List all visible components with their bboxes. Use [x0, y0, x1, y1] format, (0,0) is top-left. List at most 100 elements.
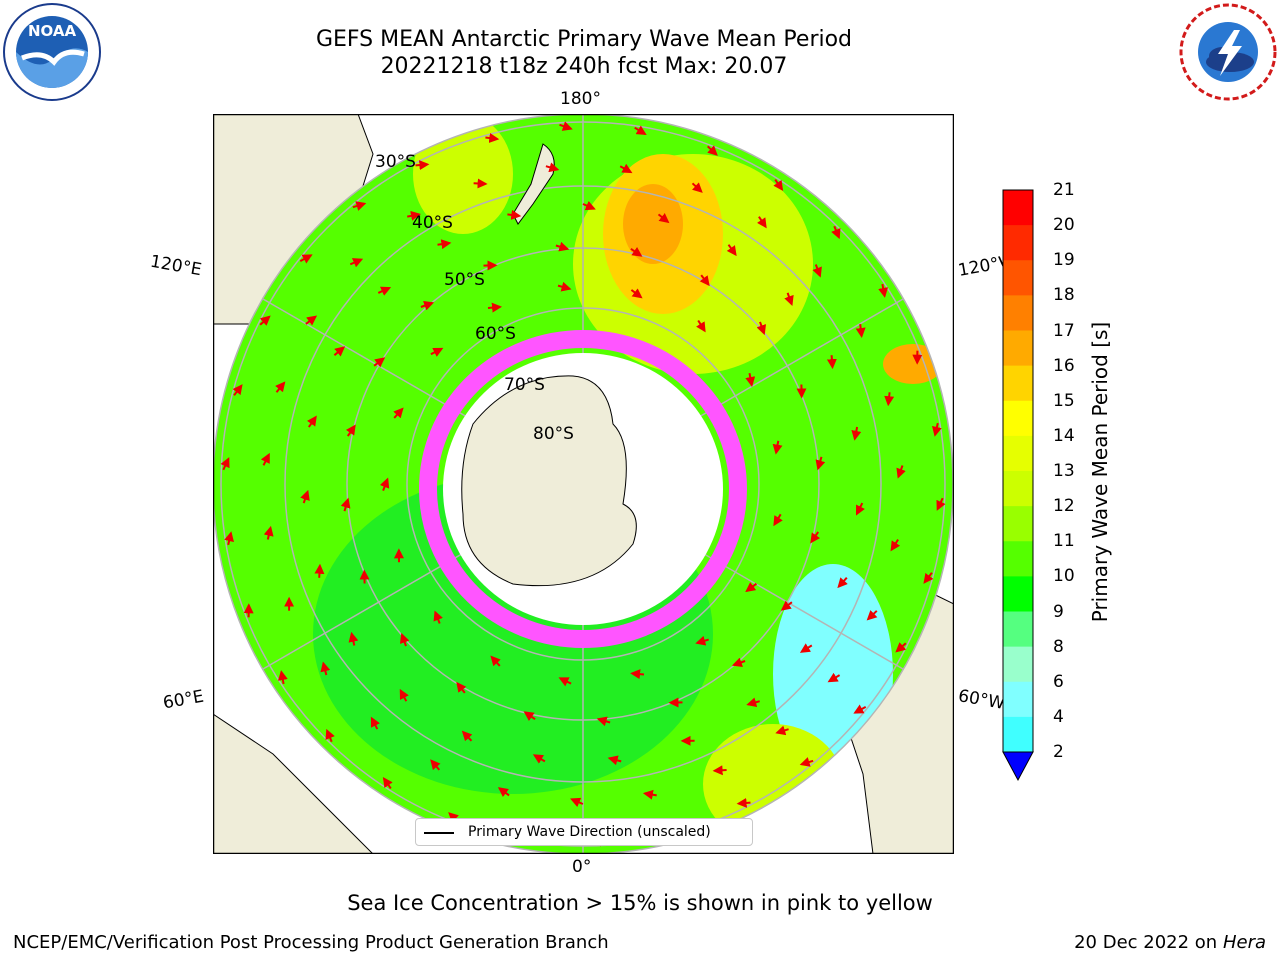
wave-arrow-icon — [523, 711, 536, 722]
wave-arrow-icon — [348, 631, 359, 646]
colorbar-band — [1003, 576, 1033, 613]
colorbar-band — [1003, 260, 1033, 296]
wave-arrow-icon — [812, 264, 822, 278]
colorbar-tick: 20 — [1053, 215, 1075, 236]
wave-arrow-icon — [263, 525, 274, 540]
wave-arrow-icon — [923, 572, 934, 584]
wave-arrow-icon — [437, 239, 452, 250]
wave-arrow-icon — [736, 797, 751, 808]
wave-arrow-icon — [377, 286, 392, 296]
wave-arrow-icon — [399, 688, 409, 702]
colorbar-tick: 9 — [1053, 601, 1064, 622]
wave-arrow-icon — [461, 730, 473, 742]
wave-arrow-icon — [407, 210, 421, 221]
wave-arrow-icon — [340, 497, 351, 512]
wave-arrow-icon — [745, 582, 758, 593]
wave-arrow-icon — [827, 672, 841, 683]
wave-arrow-icon — [746, 697, 760, 708]
wave-arrow-icon — [855, 323, 866, 338]
colorbar-tick: 18 — [1053, 285, 1075, 306]
wave-arrow-icon — [756, 321, 767, 336]
wave-arrow-icon — [772, 440, 783, 455]
wave-arrow-icon — [433, 610, 443, 624]
lat-label-50: 50°S — [444, 270, 485, 290]
lat-label-70: 70°S — [504, 375, 545, 395]
nws-logo-icon — [1179, 3, 1277, 101]
wave-arrow-icon — [855, 502, 865, 516]
wave-arrow-icon — [756, 216, 767, 229]
wave-arrow-icon — [557, 281, 572, 292]
noaa-logo-icon: NOAA — [3, 3, 101, 101]
colorbar-tick: 12 — [1053, 496, 1075, 517]
wave-arrow-icon — [307, 415, 317, 428]
wave-arrow-icon — [277, 670, 288, 685]
wave-arrow-icon — [373, 357, 386, 368]
colorbar-band — [1003, 225, 1033, 261]
wave-arrow-icon — [545, 162, 560, 173]
wave-arrow-icon — [299, 254, 313, 264]
wave-arrow-icon — [596, 716, 611, 727]
chart-subtitle: 20221218 t18z 240h fcst Max: 20.07 — [380, 54, 788, 79]
wave-arrow-icon — [333, 346, 346, 357]
wave-arrow-icon — [642, 789, 657, 800]
wave-arrow-icon — [325, 728, 335, 743]
noaa-logo-text: NOAA — [28, 22, 77, 40]
wave-arrow-icon — [619, 163, 633, 174]
wave-arrow-icon — [831, 225, 841, 240]
wave-arrow-icon — [884, 392, 895, 407]
wave-arrow-icon — [582, 200, 596, 211]
wave-arrow-icon — [559, 121, 573, 131]
credit-text: NCEP/EMC/Verification Post Processing Pr… — [13, 932, 609, 953]
wave-arrow-icon — [691, 182, 703, 193]
wave-arrow-icon — [305, 315, 318, 326]
legend-label: Primary Wave Direction (unscaled) — [468, 824, 711, 840]
wave-arrow-icon — [275, 381, 286, 393]
lat-label-80: 80°S — [533, 424, 574, 444]
wave-arrow-icon — [220, 457, 230, 471]
colorbar-tick: 2 — [1053, 742, 1064, 762]
wave-arrow-icon — [232, 384, 243, 396]
wave-arrow-icon — [497, 787, 510, 798]
colorbar-band — [1003, 681, 1033, 718]
wave-arrow-icon — [415, 160, 430, 171]
wave-arrow-icon — [799, 643, 813, 653]
wave-arrow-icon — [507, 209, 522, 220]
wave-arrow-icon — [490, 655, 501, 667]
wave-arrow-icon — [784, 292, 794, 306]
wave-arrow-icon — [895, 642, 907, 653]
wave-arrow-icon — [630, 288, 643, 299]
wave-arrow-icon — [799, 757, 814, 767]
lat-label-40: 40°S — [412, 213, 453, 233]
colorbar-band — [1003, 646, 1033, 683]
lon-label-bottom: 0° — [572, 857, 592, 877]
wave-arrow-icon — [630, 246, 643, 257]
wave-arrow-icon — [878, 283, 889, 298]
colorbar-tick: 15 — [1053, 390, 1075, 411]
wave-arrow-icon — [815, 456, 826, 471]
wave-arrow-icon — [399, 632, 410, 647]
wave-arrow-icon — [487, 302, 502, 313]
colorbar-tick: 8 — [1053, 636, 1064, 657]
colorbar — [1002, 189, 1034, 782]
wave-arrow-icon — [634, 125, 647, 136]
wave-arrow-icon — [555, 241, 570, 252]
wave-arrow-icon — [775, 725, 789, 736]
wave-arrow-icon — [379, 477, 390, 491]
wave-arrow-icon — [570, 797, 584, 808]
lon-label-lower-left: 60°E — [161, 686, 206, 714]
colorbar-tick: 4 — [1053, 706, 1064, 727]
wave-arrow-icon — [420, 300, 435, 311]
wave-arrow-icon — [826, 355, 837, 370]
legend-line-icon — [424, 832, 454, 834]
wave-arrow-icon — [837, 577, 848, 589]
lat-label-30: 30°S — [375, 152, 416, 172]
colorbar-band — [1003, 190, 1033, 226]
wave-arrow-icon — [473, 178, 488, 189]
wave-direction-arrows — [220, 121, 946, 847]
wave-arrow-icon — [224, 531, 234, 546]
colorbar-band — [1003, 435, 1033, 472]
wave-arrow-icon — [773, 513, 783, 527]
wave-arrow-icon — [320, 661, 331, 676]
wave-arrow-icon — [745, 373, 756, 387]
wave-arrow-icon — [393, 407, 404, 419]
